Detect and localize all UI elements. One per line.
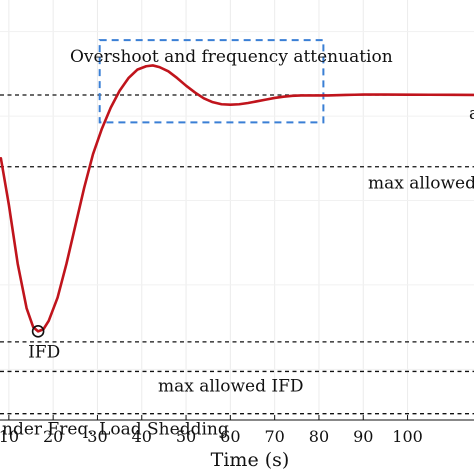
markers [31, 325, 45, 338]
x-tick-label-2: 30 [87, 427, 107, 446]
annotation-box-group [98, 39, 325, 124]
annotation-box [98, 39, 325, 124]
x-tick-label-8: 90 [353, 427, 373, 446]
x-tick-label-0: 10 [0, 427, 19, 446]
axes: 10 20 30 40 50 60 70 80 90 100 Time (s) [0, 415, 474, 471]
x-tick-label-6: 70 [264, 427, 284, 446]
reference-label-4: nder Freq. Load Shedding [2, 420, 229, 440]
x-tick-label-7: 80 [309, 427, 329, 446]
series-line-0 [0, 64, 474, 333]
marker-0 [31, 325, 45, 338]
x-tick-label-1: 20 [43, 427, 63, 446]
grid-lines [0, 0, 474, 420]
edge-text: a [469, 104, 474, 124]
marker-label-0: IFD [28, 342, 60, 362]
x-axis-label: Time (s) [211, 449, 290, 471]
x-tick-label-5: 60 [220, 427, 240, 446]
reference-label-1: max allowed [368, 174, 474, 194]
reference-label-3: max allowed IFD [158, 376, 304, 396]
labels: max allowed max allowed IFD nder Freq. Loa… [2, 47, 474, 440]
annotation-box-label: Overshoot and frequency attenuation [70, 47, 393, 67]
reference-lines [0, 94, 474, 415]
series-lines [0, 64, 474, 333]
x-tick-label-3: 40 [132, 427, 152, 446]
x-tick-label-9: 100 [392, 427, 423, 446]
x-tick-label-4: 50 [176, 427, 196, 446]
